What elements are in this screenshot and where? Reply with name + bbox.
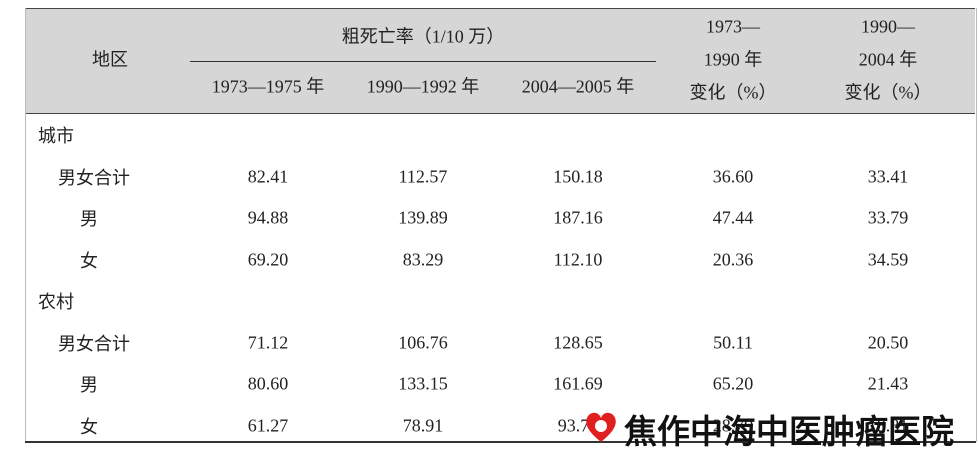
header-region: 地区 <box>92 49 128 70</box>
cell: 71.12 <box>247 332 289 352</box>
header-subcol: 2004—2005 年 <box>521 76 635 97</box>
section-label: 城市 <box>38 126 74 146</box>
cell: 33.79 <box>867 207 909 228</box>
cell: 82.41 <box>247 166 289 186</box>
frame <box>25 8 977 442</box>
cell: 112.10 <box>553 249 603 269</box>
cell: 128.65 <box>553 332 603 352</box>
cell: 161.69 <box>553 373 603 394</box>
row-label: 男 <box>80 209 98 229</box>
row-label: 男 <box>80 375 98 395</box>
cell: 69.20 <box>247 249 289 269</box>
watermark-icon <box>586 412 616 442</box>
header-subcol: 1973—1975 年 <box>211 76 325 97</box>
cell: 36.60 <box>712 166 754 186</box>
cell: 83.29 <box>402 249 444 269</box>
watermark: 焦作中海中医肿瘤医院 <box>624 412 954 451</box>
group-rule <box>190 61 656 62</box>
cell: 78.91 <box>402 415 444 435</box>
cell: 150.18 <box>553 166 603 186</box>
row-label: 女 <box>80 250 98 271</box>
cell: 80.60 <box>247 373 289 394</box>
cell: 139.89 <box>398 207 448 228</box>
cell: 21.43 <box>867 373 909 394</box>
cell: 28.79 <box>712 415 754 435</box>
cell: 133.15 <box>398 373 448 394</box>
row-label: 男女合计 <box>58 167 130 188</box>
cell: 106.76 <box>398 332 448 352</box>
cell: 33.41 <box>867 166 909 186</box>
cell: 34.59 <box>867 249 909 269</box>
cell: 112.57 <box>398 166 448 186</box>
cell: 65.20 <box>712 373 754 394</box>
header-subcol: 1990—1992 年 <box>366 76 480 97</box>
cell: 50.11 <box>713 332 753 352</box>
cell: 61.27 <box>247 415 289 435</box>
row-label: 女 <box>80 416 98 437</box>
cell: 47.44 <box>712 207 754 228</box>
header-change: 1990— 2004 年 变化（%） <box>844 16 932 103</box>
cell: 94.88 <box>247 207 289 228</box>
cell: 20.50 <box>867 332 909 352</box>
section-label: 农村 <box>38 292 74 312</box>
bottom-rule <box>25 441 976 443</box>
cell: 187.16 <box>553 207 603 228</box>
row-label: 男女合计 <box>58 333 130 354</box>
cell: 20.36 <box>712 249 754 269</box>
cell: 18.81 <box>867 415 909 435</box>
header-group: 粗死亡率（1/10 万） <box>341 26 505 47</box>
header-change: 1973— 1990 年 变化（%） <box>689 16 777 103</box>
